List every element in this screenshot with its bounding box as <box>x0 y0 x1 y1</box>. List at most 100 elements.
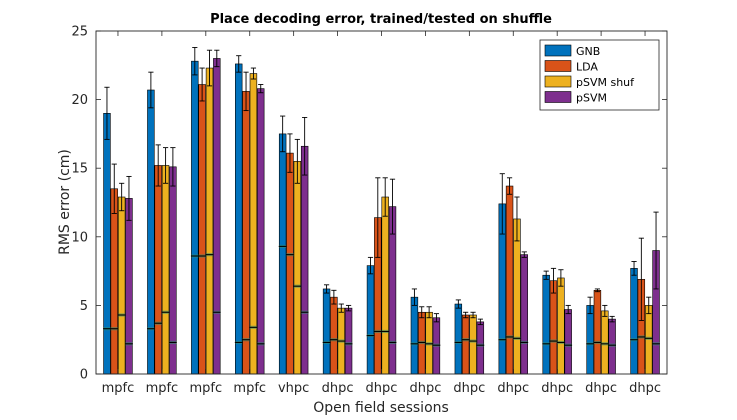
error-bar-psvm-shuf-4 <box>294 138 300 184</box>
bar-psvm-3 <box>257 88 265 375</box>
x-tick-label-6: dhpc <box>366 381 398 396</box>
bar-gnb-0 <box>103 113 111 375</box>
chart-title: Place decoding error, trained/tested on … <box>210 12 552 27</box>
error-bar-psvm-shuf-10 <box>558 269 564 287</box>
error-bar-psvm-shuf-3 <box>250 67 257 80</box>
error-bar-gnb-1 <box>148 71 154 109</box>
bar-psvm-shuf-4 <box>293 161 302 375</box>
bar-psvm-2 <box>213 58 221 375</box>
shuffle-marker-psvm-4 <box>300 310 309 314</box>
shuffle-marker-psvm-10 <box>564 343 573 347</box>
shuffle-marker-psvm-shuf-1 <box>161 310 170 314</box>
error-bar-gnb-8 <box>455 299 461 309</box>
bar-lda-8 <box>461 314 470 375</box>
axes-box <box>95 30 668 375</box>
shuffle-marker-gnb-12 <box>630 338 638 342</box>
shuffle-marker-psvm-shuf-3 <box>249 325 258 329</box>
shuffle-marker-psvm-shuf-11 <box>600 342 609 346</box>
shuffle-marker-psvm-9 <box>520 340 529 345</box>
y-axis-label: RMS error (cm) <box>57 149 73 255</box>
error-bar-lda-3 <box>243 71 249 112</box>
error-bar-psvm-9 <box>521 251 527 258</box>
shuffle-marker-psvm-shuf-5 <box>337 339 346 343</box>
bar-gnb-7 <box>410 296 419 375</box>
shuffle-marker-gnb-11 <box>586 342 595 346</box>
shuffle-marker-gnb-5 <box>322 340 331 345</box>
error-bar-psvm-1 <box>170 147 176 187</box>
legend-entry-psvm: pSVM <box>544 91 607 105</box>
error-bar-psvm-10 <box>565 304 571 315</box>
bar-gnb-12 <box>630 268 638 375</box>
bar-gnb-3 <box>235 63 243 375</box>
error-bar-psvm-12 <box>653 211 659 290</box>
shuffle-marker-psvm-6 <box>388 340 397 345</box>
error-bar-psvm-shuf-11 <box>602 304 608 317</box>
bar-lda-2 <box>198 84 206 375</box>
bar-gnb-4 <box>278 133 287 375</box>
error-bar-lda-12 <box>638 237 644 321</box>
shuffle-marker-psvm-2 <box>212 310 221 314</box>
error-bar-lda-0 <box>111 163 117 214</box>
shuffle-marker-psvm-5 <box>344 342 353 346</box>
bar-psvm-shuf-1 <box>161 165 170 375</box>
error-bar-gnb-2 <box>192 47 198 76</box>
x-tick-label-5: dhpc <box>322 381 354 396</box>
error-bar-psvm-shuf-0 <box>119 182 125 212</box>
error-bar-lda-9 <box>506 177 513 195</box>
error-bar-gnb-11 <box>587 296 593 315</box>
shuffle-marker-lda-6 <box>373 329 382 334</box>
error-bar-lda-1 <box>155 144 161 187</box>
legend-entry-lda: LDA <box>544 60 598 74</box>
x-axis-label: Open field sessions <box>313 400 449 416</box>
shuffle-marker-gnb-3 <box>234 340 243 345</box>
bar-lda-5 <box>330 296 338 375</box>
shuffle-marker-lda-7 <box>417 340 426 345</box>
shuffle-marker-psvm-shuf-10 <box>556 340 565 345</box>
legend-entry-psvm-shuf: pSVM shuf <box>544 75 635 89</box>
shuffle-marker-psvm-shuf-4 <box>293 284 302 288</box>
shuffle-marker-lda-5 <box>329 338 338 342</box>
shuffle-marker-gnb-2 <box>190 254 199 258</box>
shuffle-marker-psvm-0 <box>125 342 133 346</box>
shuffle-marker-lda-12 <box>637 335 646 339</box>
legend-swatch-0 <box>544 44 572 57</box>
bar-gnb-2 <box>191 60 199 375</box>
shuffle-marker-lda-4 <box>286 253 294 257</box>
bar-psvm-9 <box>520 254 528 375</box>
error-bar-psvm-shuf-2 <box>206 49 213 87</box>
bar-psvm-shuf-6 <box>381 196 389 375</box>
error-bar-lda-2 <box>199 67 205 102</box>
error-bar-gnb-6 <box>367 256 374 275</box>
shuffle-marker-lda-3 <box>242 338 250 342</box>
bars-group <box>103 47 660 375</box>
shuffle-marker-lda-8 <box>461 338 470 342</box>
shuffle-marker-psvm-shuf-12 <box>644 336 653 340</box>
error-bar-psvm-6 <box>389 178 396 235</box>
shuffle-marker-psvm-8 <box>476 343 485 347</box>
error-bar-gnb-5 <box>323 284 330 294</box>
bar-lda-0 <box>110 188 118 375</box>
shuffle-marker-gnb-1 <box>146 327 155 331</box>
x-tick-label-3: mpfc <box>233 381 266 396</box>
shuffle-marker-gnb-6 <box>366 333 375 338</box>
error-bar-psvm-shuf-7 <box>426 306 432 319</box>
shuffle-marker-psvm-shuf-7 <box>425 342 434 346</box>
x-tick-label-1: mpfc <box>146 381 179 396</box>
x-tick-label-4: vhpc <box>278 381 309 396</box>
bar-gnb-11 <box>586 305 594 375</box>
shuffle-marker-psvm-12 <box>652 342 660 346</box>
bar-psvm-shuf-8 <box>469 314 477 375</box>
error-bar-psvm-shuf-12 <box>646 296 652 315</box>
error-bar-gnb-10 <box>543 270 549 280</box>
x-tick-label-0: mpfc <box>102 381 135 396</box>
x-tick-label-2: mpfc <box>189 381 222 396</box>
shuffle-marker-gnb-0 <box>103 327 111 331</box>
x-tick-label-7: dhpc <box>409 381 441 396</box>
shuffle-marker-gnb-4 <box>278 244 287 249</box>
bar-psvm-10 <box>564 309 572 375</box>
legend: GNB LDA pSVM shuf pSVM <box>539 39 660 111</box>
shuffle-marker-psvm-7 <box>432 343 441 347</box>
bar-psvm-shuf-9 <box>513 218 521 375</box>
bar-psvm-4 <box>300 145 309 375</box>
